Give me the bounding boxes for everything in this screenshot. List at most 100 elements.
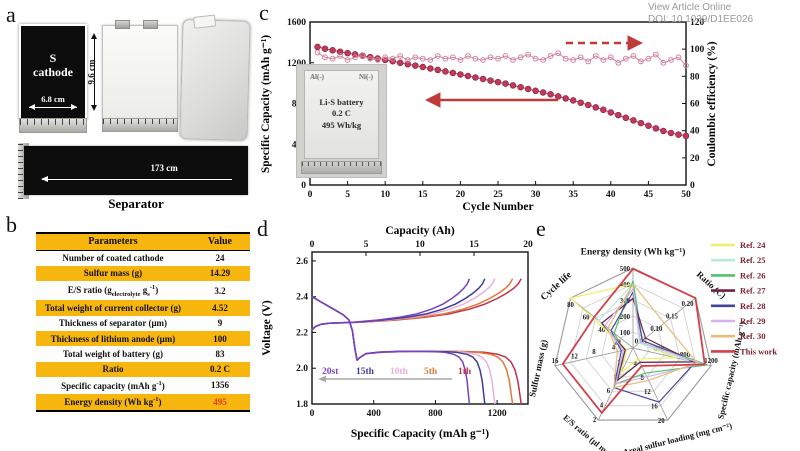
svg-text:2: 2 xyxy=(593,417,597,424)
svg-text:1600: 1600 xyxy=(287,18,306,28)
svg-text:2.2: 2.2 xyxy=(296,328,308,338)
pouch-tab-right xyxy=(143,20,158,29)
pouch-tab-left xyxy=(115,20,130,29)
radar-legend: Ref. 24 Ref. 25 Ref. 26 Ref. 27 Ref. 28 Ref. … xyxy=(711,240,777,356)
parameter-cell: E/S ratio (gelectrolyte gs-1) xyxy=(67,283,159,298)
svg-text:0: 0 xyxy=(308,190,313,200)
table-row: Thickness of lithium anode (μm) 100 xyxy=(36,331,250,347)
svg-text:1th: 1th xyxy=(458,367,472,377)
svg-text:E/S ratio (μl mg⁻¹): E/S ratio (μl mg⁻¹) xyxy=(561,412,619,451)
panel-b-label: b xyxy=(6,212,17,237)
battery-tab xyxy=(193,14,217,29)
svg-text:100: 100 xyxy=(620,330,631,337)
parameter-cell: Specific capacity (mAh g-1) xyxy=(61,379,165,391)
width-dimension-arrow: 6.8 cm xyxy=(26,94,80,112)
svg-text:25: 25 xyxy=(493,190,503,200)
svg-text:2.4: 2.4 xyxy=(296,293,308,303)
svg-text:8: 8 xyxy=(592,349,596,356)
svg-text:400: 400 xyxy=(367,409,382,419)
svg-text:16: 16 xyxy=(651,404,658,411)
svg-text:60: 60 xyxy=(583,315,590,322)
separator-length-arrow: 173 cm xyxy=(38,163,232,186)
svg-text:10: 10 xyxy=(415,240,425,250)
height-dimension-line xyxy=(94,35,95,109)
svg-text:12: 12 xyxy=(571,353,578,360)
svg-text:Ref. 30: Ref. 30 xyxy=(740,331,766,341)
inset-pouch: Al(-) Ni(-) Li-S battery 0.2 C 495 Wh/kg xyxy=(304,70,379,159)
inset-tab-right-label: Ni(-) xyxy=(359,73,373,81)
svg-text:1.8: 1.8 xyxy=(296,400,308,410)
svg-text:16: 16 xyxy=(552,358,559,365)
series-open xyxy=(314,49,689,69)
svg-text:20st: 20st xyxy=(322,367,339,377)
width-dimension-label: 6.8 cm xyxy=(41,94,65,104)
value-cell: 1356 xyxy=(210,380,229,391)
svg-text:Ref. 27: Ref. 27 xyxy=(740,286,766,296)
svg-text:60: 60 xyxy=(690,100,700,110)
value-cell: 3.2 xyxy=(214,285,226,296)
parameter-cell: Energy density (Wh kg-1) xyxy=(64,396,162,408)
svg-text:40: 40 xyxy=(598,327,605,334)
svg-text:15: 15 xyxy=(418,190,428,200)
svg-text:6: 6 xyxy=(607,388,611,395)
svg-text:120: 120 xyxy=(690,18,705,28)
svg-text:80: 80 xyxy=(690,72,700,82)
width-dimension-line xyxy=(29,107,77,108)
parameter-cell: Total weight of battery (g) xyxy=(62,348,164,359)
radar-comparison-chart: 1002003004005000.050.100.150.20400800120… xyxy=(527,240,777,451)
svg-text:800: 800 xyxy=(428,409,443,419)
table-header-parameters: Parameters xyxy=(36,233,190,251)
svg-text:20: 20 xyxy=(658,418,665,425)
parameter-cell: Ratio xyxy=(102,364,124,375)
parameter-cell: Number of coated cathode xyxy=(62,253,164,263)
table-row: Number of coated cathode 24 xyxy=(36,250,250,266)
svg-text:15: 15 xyxy=(469,240,479,250)
svg-text:20: 20 xyxy=(690,154,700,164)
svg-text:80: 80 xyxy=(567,302,574,309)
panel-a-label: a xyxy=(6,2,16,27)
journal-watermark: View Article Online DOI: 10.1039/D1EE026 xyxy=(648,2,800,26)
svg-text:12: 12 xyxy=(644,389,651,396)
table-row: Ratio 0.2 C xyxy=(36,361,250,378)
table-row: Specific capacity (mAh g-1) 1356 xyxy=(36,377,250,394)
svg-text:20: 20 xyxy=(456,190,466,200)
svg-text:35: 35 xyxy=(568,190,578,200)
table-row: E/S ratio (gelectrolyte gs-1) 3.2 xyxy=(36,281,250,301)
svg-text:5: 5 xyxy=(345,190,350,200)
svg-text:Energy density (Wh kg⁻¹): Energy density (Wh kg⁻¹) xyxy=(581,246,686,257)
cathode-label: S cathode xyxy=(21,51,85,80)
legend: 20st 15th 10th 5th 1th xyxy=(318,367,472,383)
svg-text:Areal sulfur loading (mg cm⁻²): Areal sulfur loading (mg cm⁻²) xyxy=(622,420,733,451)
table-row: Sulfur mass (g) 14.29 xyxy=(36,265,250,282)
ruler xyxy=(19,118,87,133)
svg-text:4: 4 xyxy=(633,360,637,367)
svg-text:Cycle life: Cycle life xyxy=(539,270,574,303)
separator-caption: Separator xyxy=(108,196,164,211)
value-cell: 495 xyxy=(213,396,227,407)
watermark-line1: View Article Online xyxy=(648,2,732,13)
inset-caption: Li-S battery 0.2 C 495 Wh/kg xyxy=(305,97,378,131)
x-axis-title: Cycle Number xyxy=(462,201,533,213)
svg-text:0.10: 0.10 xyxy=(650,326,662,333)
table-row: Total weight of battery (g) 83 xyxy=(36,346,250,362)
svg-text:500: 500 xyxy=(620,266,631,273)
parameter-cell: Thickness of separator (μm) xyxy=(58,318,168,329)
svg-text:5th: 5th xyxy=(424,367,438,377)
parameter-cell: Total weight of current collector (g) xyxy=(44,302,181,313)
svg-text:10th: 10th xyxy=(390,367,409,377)
parameters-table: Parameters Value Number of coated cathode 2… xyxy=(36,232,250,412)
svg-text:Ref. 28: Ref. 28 xyxy=(740,301,766,311)
value-cell: 9 xyxy=(217,318,223,329)
separator-length-line xyxy=(42,179,232,180)
table-row: Energy density (Wh kg-1) 495 xyxy=(36,393,250,411)
inset-tab-labels: Al(-) Ni(-) xyxy=(305,71,378,81)
value-cell: 83 xyxy=(215,348,225,359)
separator-photo: 173 cm xyxy=(24,146,248,195)
svg-text:15th: 15th xyxy=(356,367,375,377)
y-axis-title: Voltage (V) xyxy=(261,300,273,356)
plot-frame xyxy=(311,251,529,405)
value-cell: 24 xyxy=(215,253,225,263)
height-dimension-arrow: 9.6 cm xyxy=(87,30,102,114)
